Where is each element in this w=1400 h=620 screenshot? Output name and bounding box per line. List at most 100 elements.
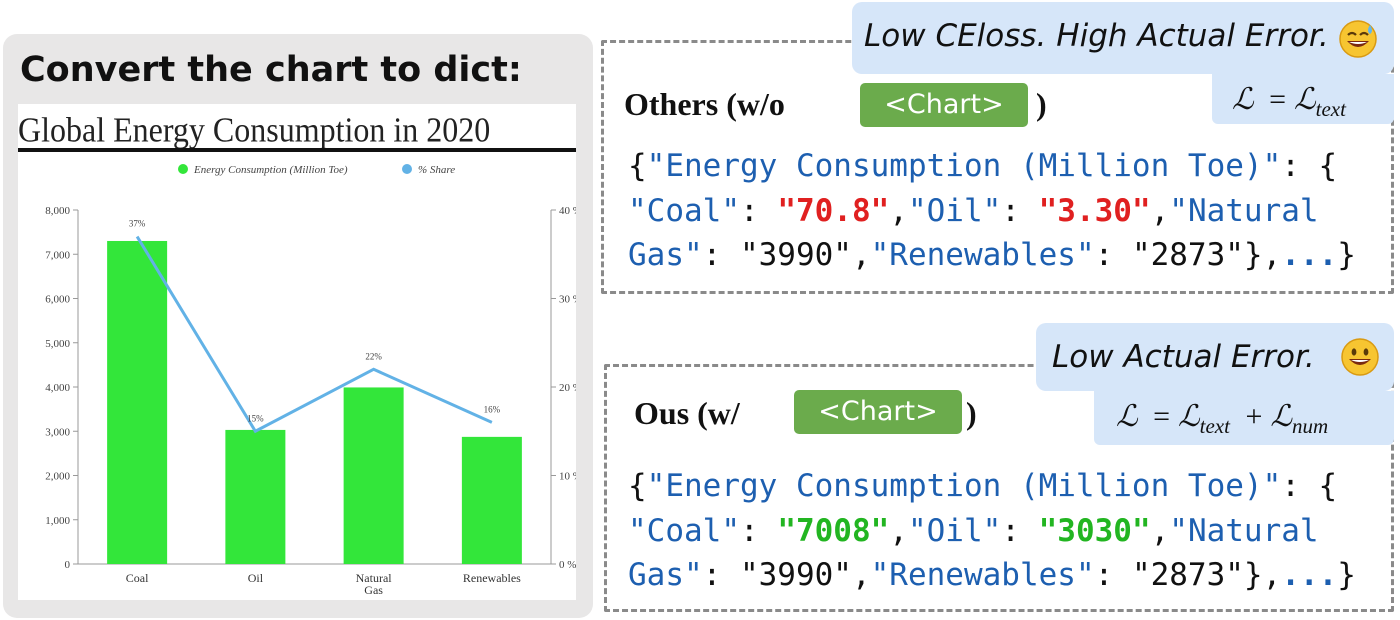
chart-title: Global Energy Consumption in 2020 — [18, 110, 491, 149]
ours-label: Ous (w/ — [634, 395, 740, 432]
code-token: }, — [1243, 557, 1282, 593]
panel-heading: Convert the chart to dict: — [20, 50, 522, 90]
code-token: , — [851, 557, 871, 593]
bar-oil — [225, 429, 286, 564]
chart-plot: Energy Consumption (Million Toe) % Share 0… — [45, 164, 576, 597]
chart-token-tag: <Chart> — [860, 83, 1028, 127]
y-left-tick-label: 3,000 — [45, 426, 70, 438]
loss-text-symbol: ℒ — [1178, 400, 1200, 433]
code-token: : — [739, 192, 778, 229]
sweat-smile-emoji-icon — [1339, 20, 1377, 58]
code-ellipsis: ... — [1281, 557, 1338, 593]
ours-label-prefix: Ous (w/ — [634, 395, 740, 431]
code-token: { — [628, 148, 647, 184]
code-token: } — [1337, 557, 1356, 593]
others-label-suffix: ) — [1036, 86, 1047, 122]
code-key: "Natural — [1169, 192, 1319, 229]
code-key: "Energy Consumption (Million Toe)" — [646, 468, 1282, 504]
code-value: "2873" — [1131, 557, 1244, 593]
code-token: , — [851, 237, 871, 273]
y-right-tick-label: 0 % — [559, 559, 576, 571]
share-data-label: 37% — [129, 219, 146, 229]
code-token: { — [628, 468, 647, 504]
others-label-prefix: Others (w/o — [624, 86, 785, 122]
code-key: "Energy Consumption (Million Toe)" — [646, 148, 1282, 184]
code-key: "Coal" — [628, 192, 740, 229]
code-token: : — [1094, 557, 1132, 593]
legend-marker-bars — [178, 164, 188, 174]
code-key: "Oil" — [907, 192, 1002, 229]
share-line — [135, 235, 493, 434]
loss-text-subscript: text — [1315, 97, 1346, 121]
loss-symbol: ℒ — [1232, 83, 1254, 116]
chart-token-tag: <Chart> — [794, 390, 962, 434]
others-error-text: Low CEloss. High Actual Error. — [864, 18, 1329, 54]
y-left-tick-label: 6,000 — [45, 294, 70, 306]
code-token: , — [889, 192, 908, 229]
ours-loss-formula: ℒ = ℒtext + ℒnum — [1094, 391, 1394, 445]
loss-text-subscript: text — [1199, 414, 1230, 438]
y-right-tick-label: 10 % — [559, 471, 576, 483]
y-left-tick-label: 7,000 — [45, 249, 70, 261]
correct-value: "7008" — [777, 512, 890, 549]
bar-coal — [107, 240, 168, 564]
code-token: : { — [1281, 468, 1338, 504]
code-key: Gas" — [628, 237, 703, 273]
equals-sign: = — [1153, 400, 1171, 433]
code-token: : — [1094, 237, 1132, 273]
code-key: "Natural — [1169, 512, 1319, 549]
chart-image: Global Energy Consumption in 2020 Energy… — [18, 104, 576, 600]
code-key: "Coal" — [628, 512, 740, 549]
y-left-tick-label: 2,000 — [45, 471, 70, 483]
y-right-tick-label: 30 % — [559, 294, 576, 306]
equals-sign: = — [1269, 83, 1287, 116]
others-dict-output: {"Energy Consumption (Million Toe)": { "… — [628, 144, 1356, 278]
code-key: "Renewables" — [870, 237, 1095, 273]
legend-label-bars: Energy Consumption (Million Toe) — [193, 164, 348, 176]
code-ellipsis: ... — [1281, 237, 1338, 273]
y-left-tick-label: 0 — [65, 559, 71, 571]
plus-sign: + — [1245, 400, 1263, 433]
code-value: "3990" — [739, 237, 852, 273]
loss-text-symbol: ℒ — [1294, 83, 1316, 116]
y-right-tick-label: 20 % — [559, 382, 576, 394]
code-token: , — [1150, 192, 1170, 229]
x-tick-label: Coal — [126, 571, 149, 585]
others-error-bubble: Low CEloss. High Actual Error. — [852, 2, 1394, 74]
legend-label-line: % Share — [418, 164, 455, 176]
code-token: , — [1150, 512, 1170, 549]
loss-symbol: ℒ — [1116, 400, 1138, 433]
code-token: }, — [1243, 237, 1282, 273]
loss-num-subscript: num — [1291, 414, 1329, 438]
code-token: : { — [1281, 148, 1338, 184]
code-key: Gas" — [628, 557, 703, 593]
legend-marker-line — [402, 164, 412, 174]
ours-error-bubble: Low Actual Error. — [1036, 323, 1394, 391]
y-left-tick-label: 5,000 — [45, 338, 70, 350]
code-key: "Renewables" — [870, 557, 1095, 593]
wrong-value: "3.30" — [1038, 192, 1151, 229]
y-left-tick-label: 8,000 — [45, 205, 70, 217]
share-data-label: 22% — [365, 351, 382, 361]
y-right-tick-label: 40 % — [559, 205, 576, 217]
code-token: : — [1001, 192, 1039, 229]
ours-error-text: Low Actual Error. — [1052, 339, 1315, 375]
code-token: } — [1337, 237, 1356, 273]
code-token: , — [889, 512, 908, 549]
title-underline — [18, 148, 576, 152]
ours-output-box — [604, 364, 1394, 612]
ours-dict-output: {"Energy Consumption (Million Toe)": { "… — [628, 464, 1356, 598]
x-tick-label: Natural Gas — [356, 571, 393, 597]
grin-emoji-icon — [1341, 338, 1379, 376]
code-token: : — [739, 512, 778, 549]
x-tick-label: Renewables — [463, 571, 521, 585]
others-loss-formula: ℒ = ℒtext — [1212, 74, 1394, 124]
code-value: "2873" — [1131, 237, 1244, 273]
correct-value: "3030" — [1038, 512, 1151, 549]
y-left-tick-label: 4,000 — [45, 382, 70, 394]
x-tick-label: Oil — [248, 571, 264, 585]
loss-num-symbol: ℒ — [1270, 400, 1292, 433]
bar-natural-gas — [343, 387, 404, 564]
code-key: "Oil" — [907, 512, 1002, 549]
code-value: "3990" — [739, 557, 852, 593]
